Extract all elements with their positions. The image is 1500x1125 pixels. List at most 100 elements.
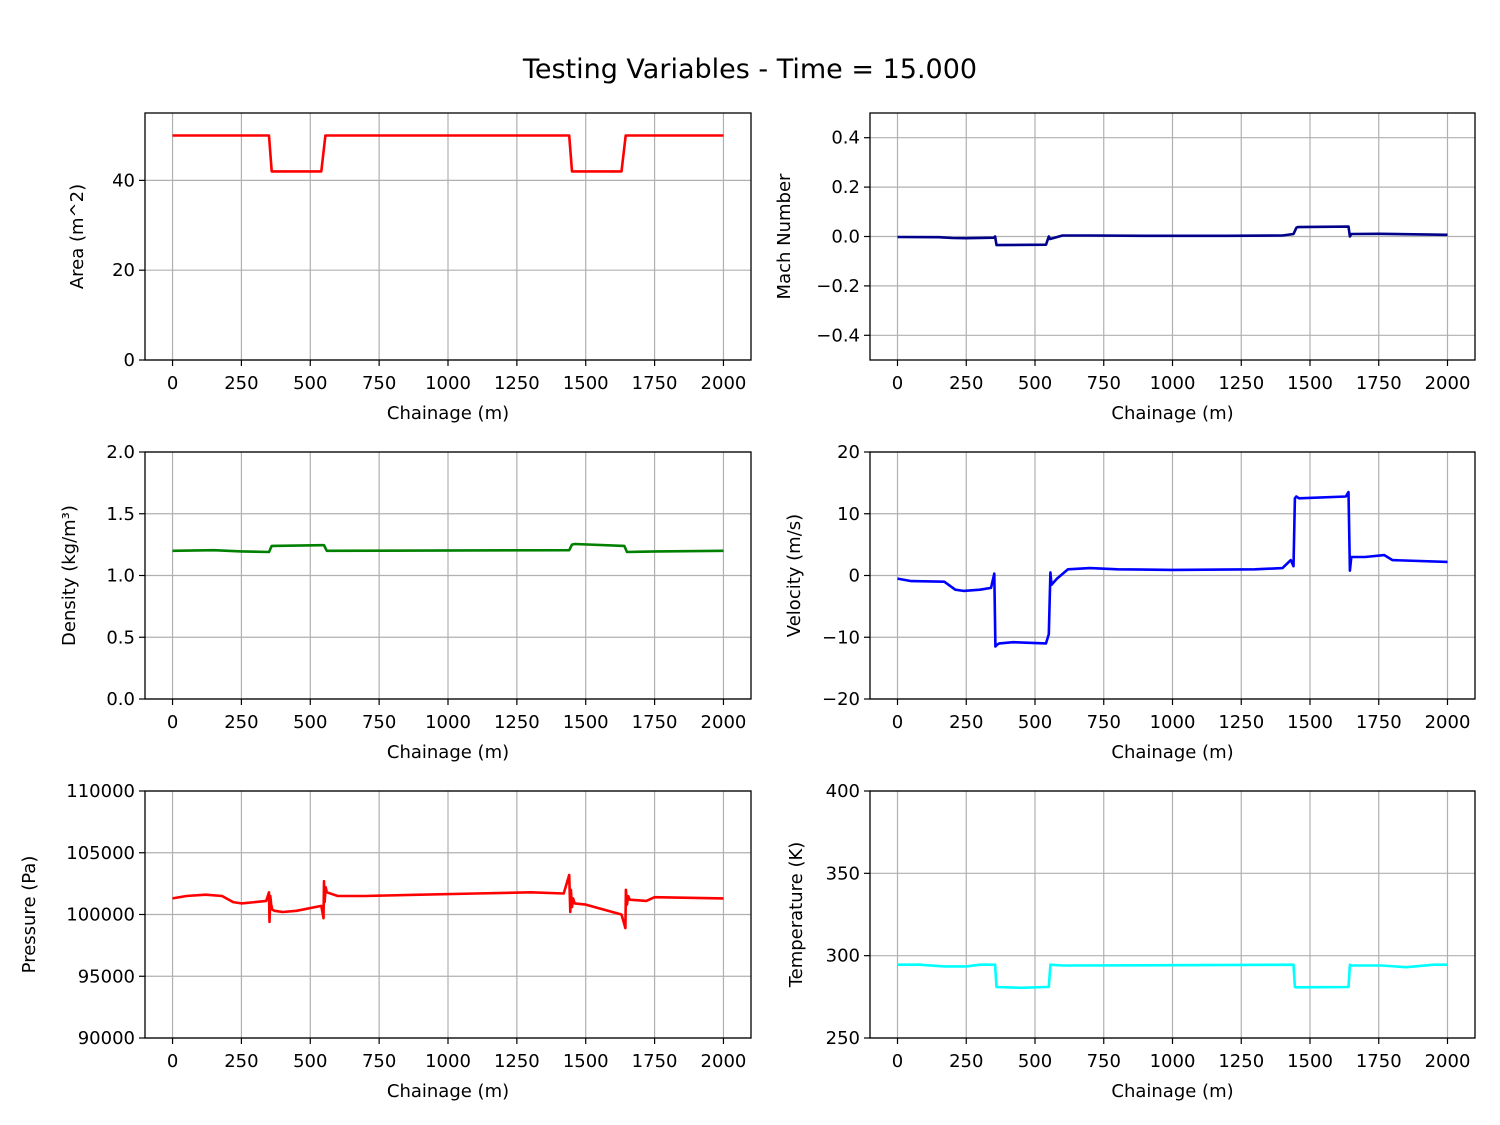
x-tick-label: 750 <box>1087 373 1121 394</box>
x-tick-label: 1500 <box>563 1051 609 1072</box>
series-line <box>172 134 724 173</box>
y-tick-label: 0.4 <box>831 128 860 149</box>
x-tick-label: 1500 <box>1287 373 1333 394</box>
y-tick-label: −0.2 <box>816 276 860 297</box>
y-tick-label: 0.2 <box>831 177 860 198</box>
x-tick-label: 0 <box>167 1051 178 1072</box>
subplot-1: 0 250 500 750 1000 1250 1500 1750 2000 0 20 40 Chain… <box>67 112 752 424</box>
y-tick-label: 90000 <box>78 1028 135 1049</box>
x-axis-label: Chainage (m) <box>387 1081 509 1102</box>
x-tick-label: 0 <box>892 1051 903 1072</box>
x-tick-label: 1000 <box>425 373 471 394</box>
x-tick-label: 250 <box>224 1051 258 1072</box>
x-tick-label: 500 <box>1018 1051 1052 1072</box>
x-tick-label: 1000 <box>425 1051 471 1072</box>
x-axis-label: Chainage (m) <box>387 403 509 424</box>
y-axis-label: Area (m^2) <box>67 184 88 289</box>
x-tick-label: 250 <box>224 373 258 394</box>
x-tick-label: 1500 <box>563 712 609 733</box>
subplot-3: 0 250 500 750 1000 1250 1500 1750 2000 0.0 0.5 1.0 1… <box>59 442 752 763</box>
y-tick-label: 400 <box>826 781 860 802</box>
panels: 0 250 500 750 1000 1250 1500 1750 200002040Chain… <box>19 112 1476 1102</box>
series-line <box>897 490 1448 648</box>
series-line <box>172 873 724 930</box>
y-tick-label: 250 <box>826 1028 860 1049</box>
x-tick-label: 1250 <box>494 1051 540 1072</box>
x-axis-label: Chainage (m) <box>1111 403 1233 424</box>
y-tick-label: −0.4 <box>816 325 860 346</box>
y-tick-label: 100000 <box>66 905 135 926</box>
x-tick-label: 2000 <box>1425 712 1471 733</box>
y-tick-label: 350 <box>826 863 860 884</box>
subplot-5: 0 250 500 750 1000 1250 1500 1750 2000 90000 95000… <box>19 781 752 1102</box>
y-axis-label: Velocity (m/s) <box>784 514 805 637</box>
x-tick-label: 1750 <box>1356 373 1402 394</box>
x-axis-label: Chainage (m) <box>1111 742 1233 763</box>
x-tick-label: 2000 <box>701 373 747 394</box>
x-tick-label: 500 <box>293 1051 327 1072</box>
x-tick-label: 0 <box>167 712 178 733</box>
y-tick-label: 105000 <box>66 843 135 864</box>
x-tick-label: 2000 <box>701 712 747 733</box>
y-tick-label: 0.5 <box>106 627 135 648</box>
series-line <box>172 542 724 554</box>
x-tick-label: 250 <box>949 1051 983 1072</box>
x-tick-label: 1250 <box>1218 373 1264 394</box>
x-tick-label: 1250 <box>494 712 540 733</box>
subplot-2: 0 250 500 750 1000 1250 1500 1750 2000 −0.4 −0.2 0.… <box>774 112 1476 424</box>
x-tick-label: 1000 <box>425 712 471 733</box>
x-tick-label: 500 <box>293 712 327 733</box>
y-tick-label: 1.5 <box>106 504 135 525</box>
x-tick-label: 1000 <box>1150 373 1196 394</box>
x-tick-label: 250 <box>224 712 258 733</box>
y-axis-label: Mach Number <box>774 173 795 299</box>
y-tick-label: 300 <box>826 946 860 967</box>
y-tick-label: 95000 <box>78 966 135 987</box>
x-tick-label: 2000 <box>1425 373 1471 394</box>
x-tick-label: 1250 <box>494 373 540 394</box>
y-tick-label: 0 <box>124 350 135 371</box>
x-tick-label: 750 <box>362 1051 396 1072</box>
x-tick-label: 1750 <box>632 712 678 733</box>
x-tick-label: 500 <box>1018 712 1052 733</box>
y-tick-label: 0 <box>849 566 860 587</box>
y-tick-label: −10 <box>822 627 860 648</box>
x-tick-label: 1500 <box>1287 712 1333 733</box>
x-tick-label: 1750 <box>1356 1051 1402 1072</box>
x-tick-label: 750 <box>362 712 396 733</box>
y-tick-label: 110000 <box>66 781 135 802</box>
x-tick-label: 1500 <box>563 373 609 394</box>
x-tick-label: 1250 <box>1218 712 1264 733</box>
y-axis-label: Pressure (Pa) <box>19 856 40 974</box>
x-tick-label: 750 <box>1087 1051 1121 1072</box>
y-tick-label: 0.0 <box>831 227 860 248</box>
x-tick-label: 500 <box>293 373 327 394</box>
x-tick-label: 1250 <box>1218 1051 1264 1072</box>
series-line <box>897 963 1448 990</box>
x-axis-label: Chainage (m) <box>387 742 509 763</box>
y-axis-label: Density (kg/m³) <box>59 505 80 646</box>
x-tick-label: 1000 <box>1150 1051 1196 1072</box>
y-tick-label: −20 <box>822 689 860 710</box>
y-tick-label: 10 <box>837 504 860 525</box>
y-axis-label: Temperature (K) <box>786 842 807 989</box>
y-tick-label: 2.0 <box>106 442 135 463</box>
x-tick-label: 1750 <box>632 373 678 394</box>
subplot-4: 0 250 500 750 1000 1250 1500 1750 2000 −20 −10 0 10 2… <box>784 442 1476 763</box>
x-tick-label: 1750 <box>632 1051 678 1072</box>
x-tick-label: 1000 <box>1150 712 1196 733</box>
subplot-6: 0 250 500 750 1000 1250 1500 1750 2000 250 300 350 4… <box>786 781 1476 1102</box>
x-tick-label: 750 <box>362 373 396 394</box>
y-tick-label: 20 <box>837 442 860 463</box>
x-tick-label: 0 <box>892 373 903 394</box>
x-axis-label: Chainage (m) <box>1111 1081 1233 1102</box>
y-tick-label: 40 <box>112 170 135 191</box>
x-tick-label: 2000 <box>701 1051 747 1072</box>
y-tick-label: 0.0 <box>106 689 135 710</box>
x-tick-label: 0 <box>892 712 903 733</box>
series-line <box>897 225 1448 247</box>
x-tick-label: 1750 <box>1356 712 1402 733</box>
x-tick-label: 1500 <box>1287 1051 1333 1072</box>
